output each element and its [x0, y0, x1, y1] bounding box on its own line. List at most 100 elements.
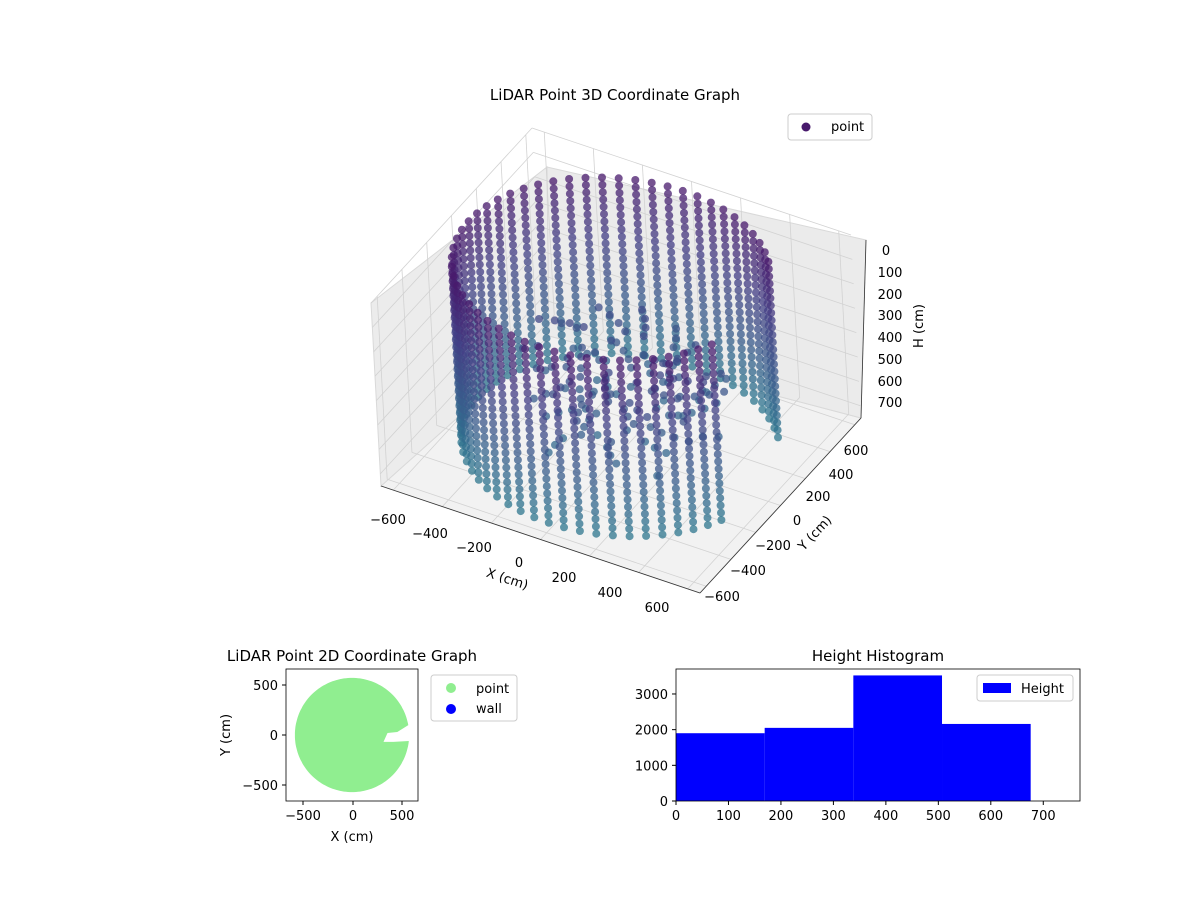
data-point-3d	[487, 382, 496, 391]
data-point-3d	[503, 485, 512, 494]
data-point-3d	[724, 308, 733, 316]
data-point-3d	[733, 264, 742, 273]
data-point-3d	[499, 298, 508, 306]
data-point-3d	[495, 224, 504, 233]
data-point-3d	[537, 379, 546, 388]
data-point-3d	[682, 400, 691, 409]
data-point-3d	[499, 305, 508, 314]
data-point-3d	[466, 253, 475, 262]
y-tick-label: 0	[270, 729, 278, 744]
data-point-3d	[477, 282, 485, 291]
data-point-3d	[567, 373, 576, 382]
data-point-3d	[447, 262, 456, 271]
data-point-3d	[712, 293, 721, 302]
data-point-3d	[495, 217, 503, 226]
data-point-3d	[748, 360, 756, 369]
data-point-3d	[536, 365, 545, 373]
data-point-3d	[465, 239, 474, 248]
data-point-3d	[577, 400, 586, 409]
data-point-3d	[529, 506, 538, 514]
data-point-3d	[506, 189, 515, 198]
data-point-3d	[509, 248, 518, 257]
data-point-3d	[539, 416, 548, 425]
data-point-3d	[710, 271, 719, 280]
data-point-3d	[550, 191, 559, 200]
data-point-3d	[485, 253, 494, 262]
data-point-3d	[554, 413, 562, 422]
legend-hist: Height	[976, 674, 1074, 702]
data-point-3d	[508, 233, 517, 242]
data-point-3d	[624, 517, 633, 526]
data-point-3d	[585, 412, 594, 421]
data-point-3d	[584, 232, 593, 241]
data-point-3d	[497, 375, 506, 384]
data-point-3d	[520, 199, 529, 208]
data-point-3d	[689, 525, 698, 534]
data-point-3d	[472, 439, 481, 448]
data-point-3d	[624, 502, 632, 511]
data-point-3d	[767, 309, 776, 317]
data-point-3d	[636, 263, 645, 272]
data-point-3d	[749, 382, 758, 391]
data-point-3d	[668, 277, 677, 286]
x-tick-label: 200	[769, 809, 794, 824]
y-tick-label: 600	[844, 444, 869, 459]
data-point-3d	[711, 286, 720, 295]
data-point-3d	[713, 435, 721, 444]
data-point-3d	[684, 282, 692, 291]
data-point-3d	[650, 229, 659, 238]
data-point-3d	[698, 287, 707, 296]
data-point-3d	[770, 374, 779, 383]
data-point-3d	[726, 329, 735, 338]
data-point-3d	[636, 429, 645, 438]
data-point-3d	[549, 184, 558, 193]
data-point-3d	[540, 438, 549, 447]
data-point-3d	[601, 232, 610, 241]
data-point-3d	[520, 206, 529, 215]
data-point-3d	[571, 439, 580, 448]
data-point-3d	[511, 292, 520, 301]
y-tick-label: 2000	[635, 724, 668, 739]
data-point-3d	[486, 375, 495, 384]
data-point-3d	[656, 501, 665, 510]
data-point-3d	[569, 417, 578, 426]
data-point-3d	[752, 303, 761, 312]
data-point-3d	[679, 194, 688, 203]
data-point-3d	[515, 477, 524, 486]
data-point-3d	[669, 433, 678, 442]
data-point-3d	[700, 316, 709, 325]
data-point-3d	[722, 374, 731, 383]
data-point-3d	[523, 257, 532, 266]
data-point-3d	[685, 444, 694, 453]
data-point-3d	[553, 406, 562, 415]
data-point-3d	[618, 400, 627, 409]
data-point-3d	[711, 398, 719, 407]
data-point-3d	[756, 361, 764, 370]
data-point-3d	[715, 486, 724, 495]
data-point-3d	[571, 453, 580, 462]
data-point-3d	[696, 243, 705, 252]
data-point-3d	[573, 490, 582, 499]
data-point-3d	[743, 272, 752, 281]
data-point-3d	[469, 380, 478, 389]
data-point-3d	[750, 259, 759, 268]
data-point-3d	[585, 254, 594, 263]
data-point-3d	[468, 366, 477, 374]
data-point-3d	[553, 398, 562, 407]
lidar-3d-chart: LiDAR Point 3D Coordinate Graph −600 −40…	[370, 86, 927, 616]
data-point-3d	[709, 249, 718, 258]
data-point-3d	[605, 472, 614, 481]
data-point-3d	[694, 345, 703, 354]
data-point-3d	[740, 221, 749, 230]
data-point-3d	[536, 231, 545, 240]
data-point-3d	[479, 411, 488, 420]
data-point-3d	[540, 290, 549, 299]
data-point-3d	[667, 411, 676, 420]
data-point-3d	[474, 461, 482, 470]
data-point-3d	[501, 441, 510, 450]
data-point-3d	[527, 323, 536, 332]
data-point-3d	[614, 319, 623, 327]
data-point-3d	[689, 517, 698, 526]
data-point-3d	[766, 287, 774, 295]
data-point-3d	[486, 268, 495, 276]
